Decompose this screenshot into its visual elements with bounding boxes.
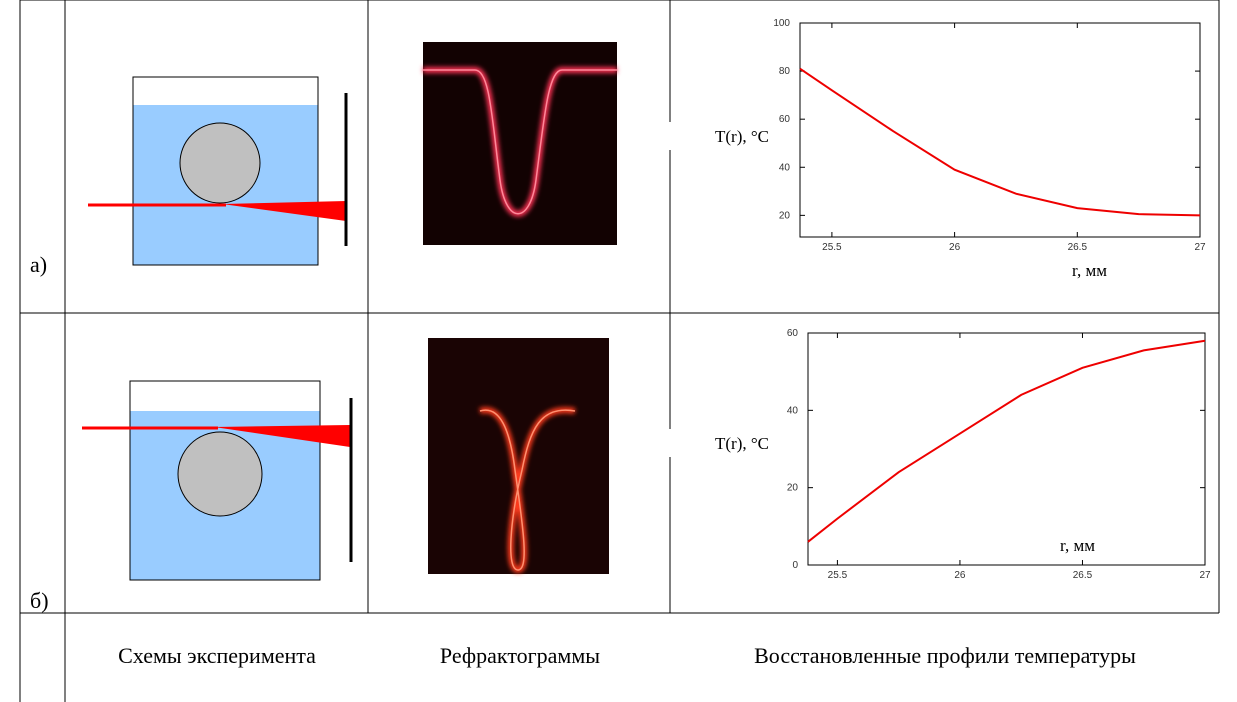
- y-tick-label: 20: [779, 210, 791, 221]
- x-tick-label: 27: [1199, 570, 1211, 581]
- scheme-a: [88, 76, 348, 266]
- row-label: б): [30, 588, 49, 613]
- y-tick-label: 40: [779, 162, 791, 173]
- y-tick-label: 60: [779, 114, 791, 125]
- x-tick-label: 25.5: [828, 570, 848, 581]
- table-lines: [19, 0, 1220, 702]
- caption: Восстановленные профили температуры: [754, 643, 1136, 668]
- data-line: [807, 339, 1206, 543]
- row-label: а): [30, 252, 47, 277]
- x-tick-label: 26.5: [1073, 570, 1093, 581]
- y-axis-label: T(r), °C: [715, 127, 769, 146]
- x-tick-label: 26: [949, 242, 961, 253]
- plot-frame: [799, 22, 1201, 238]
- y-tick-label: 0: [792, 560, 798, 571]
- y-tick-label: 20: [787, 483, 799, 494]
- y-tick-label: 80: [779, 66, 791, 77]
- x-tick-label: 25.5: [822, 242, 842, 253]
- x-axis-label: r, мм: [1072, 261, 1107, 280]
- y-label-bg: [665, 429, 750, 457]
- caption: Рефрактограммы: [440, 643, 600, 668]
- y-axis-label: T(r), °C: [715, 434, 769, 453]
- x-axis-label: r, мм: [1060, 536, 1095, 555]
- y-tick-label: 60: [787, 328, 799, 339]
- data-line: [799, 67, 1201, 217]
- scheme-b: [82, 380, 353, 581]
- plot-frame: [807, 332, 1206, 566]
- x-tick-label: 26: [954, 570, 966, 581]
- refractogram-a: [423, 42, 617, 245]
- x-tick-label: 26.5: [1068, 242, 1088, 253]
- caption: Схемы эксперимента: [118, 643, 316, 668]
- refractogram-b: [428, 338, 609, 574]
- y-tick-label: 100: [773, 18, 790, 29]
- y-label-bg: [665, 122, 750, 150]
- x-tick-label: 27: [1194, 242, 1206, 253]
- y-tick-label: 40: [787, 405, 799, 416]
